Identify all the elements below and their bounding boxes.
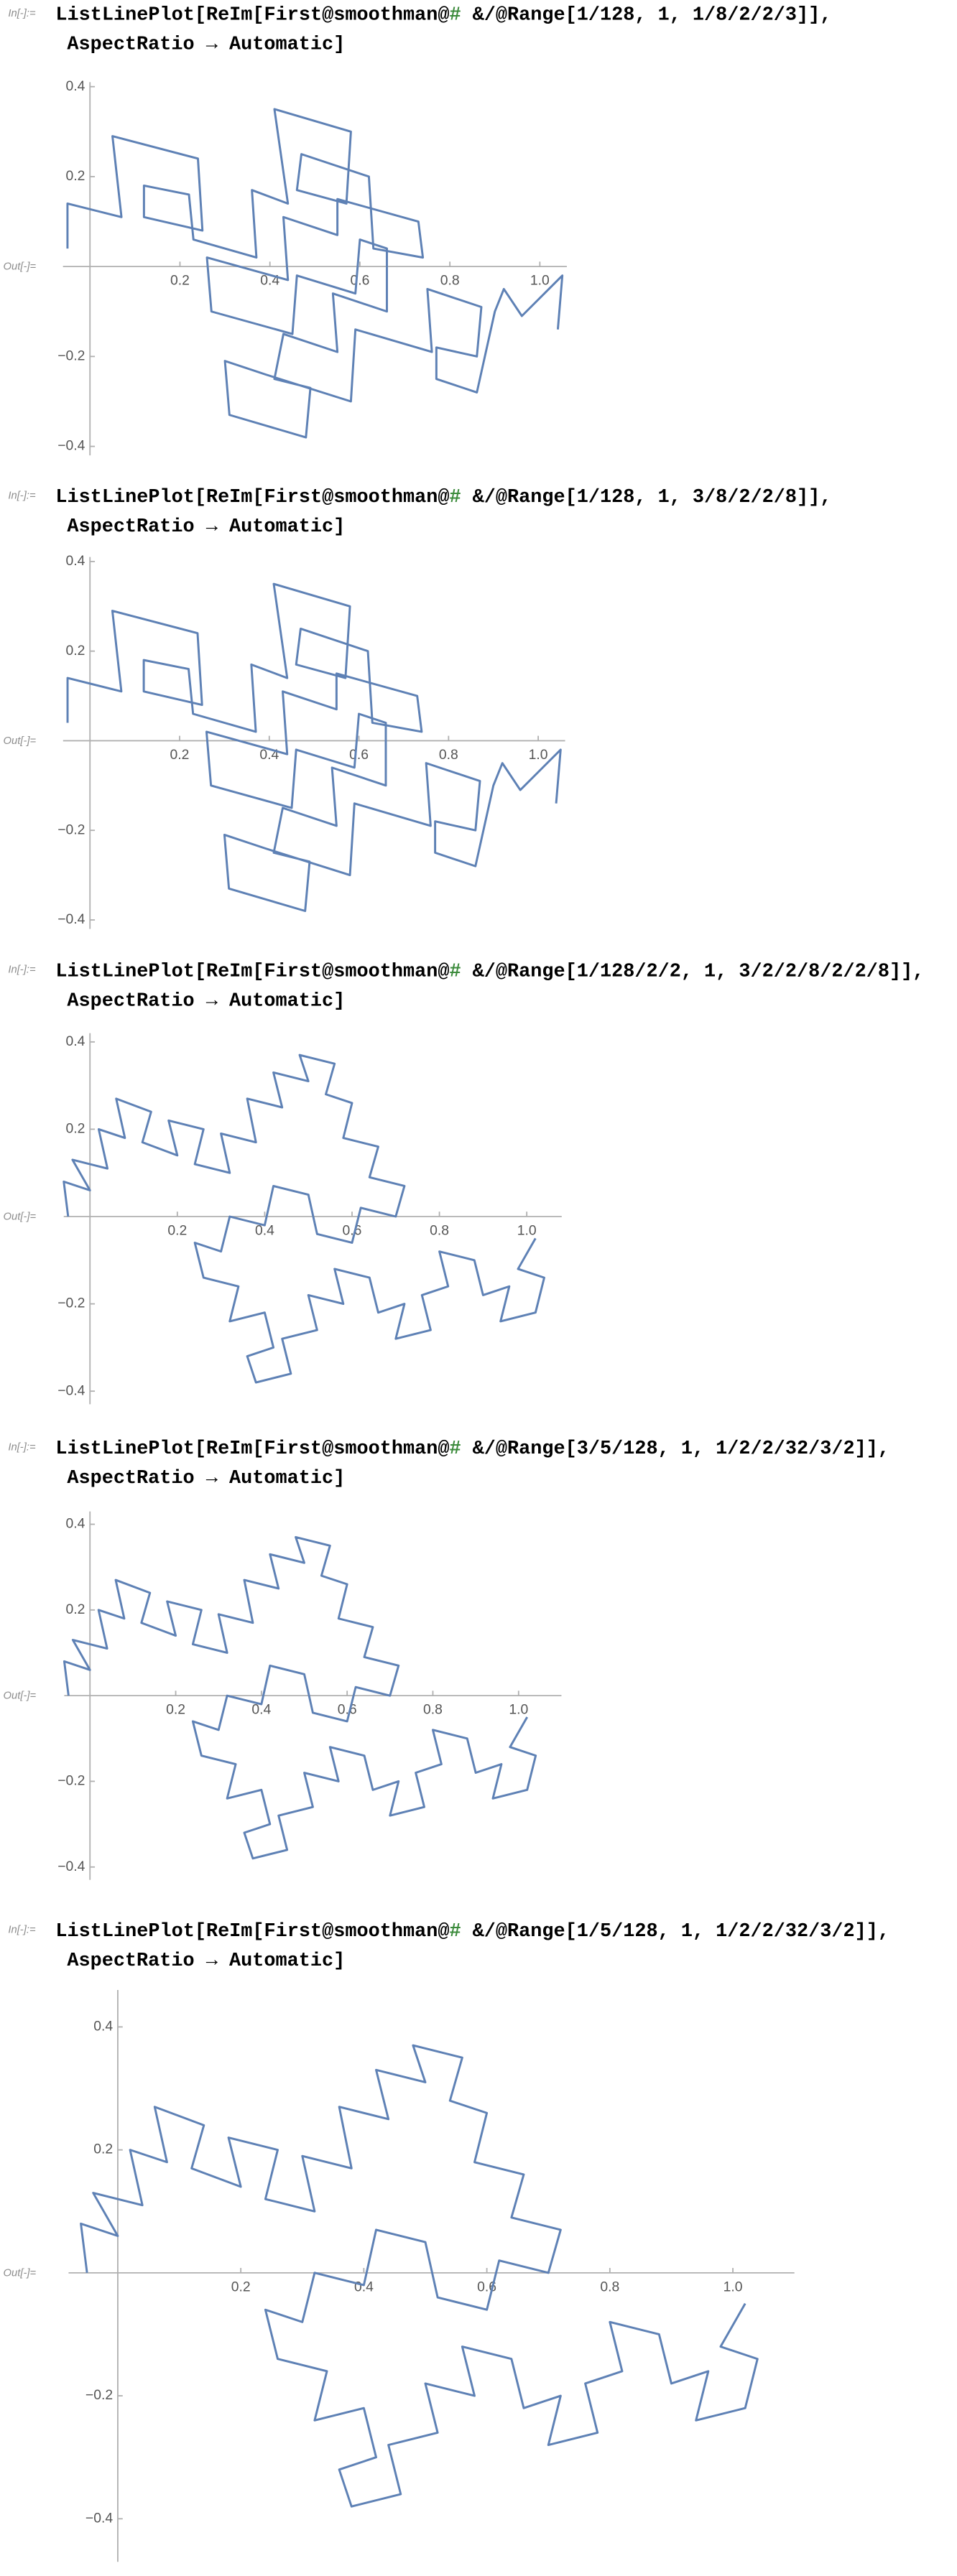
y-tick-label: −0.2 (57, 348, 85, 363)
y-tick-label: −0.4 (57, 911, 85, 927)
curve (80, 2044, 759, 2508)
y-tick-label: 0.4 (93, 2019, 113, 2035)
notebook-cell: In[-]:= ListLinePlot[ReIm[First@smoothman… (4, 487, 831, 929)
x-tick-label: 0.6 (338, 1702, 357, 1718)
out-label: Out[-]= (4, 735, 37, 747)
x-tick-label: 0.2 (166, 1702, 185, 1718)
code-token: ListLinePlot[ReIm[First@smoothman@ (55, 487, 449, 508)
code-token: ListLinePlot[ReIm[First@smoothman@ (55, 4, 449, 26)
notebook-cell: In[-]:= ListLinePlot[ReIm[First@smoothman… (4, 1921, 889, 2562)
code-line: AspectRatio → Automatic] (67, 1468, 345, 1489)
y-tick-label: 0.4 (66, 78, 85, 94)
x-tick-label: 0.6 (349, 747, 369, 763)
code-token: ListLinePlot[ReIm[First@smoothman@ (55, 1438, 449, 1460)
x-tick-label: 1.0 (517, 1223, 537, 1239)
code-token: &/@Range[1/128, 1, 1/8/2/2/3]], (461, 4, 832, 26)
x-tick-label: 0.4 (255, 1223, 274, 1239)
notebook-cell: In[-]:= ListLinePlot[ReIm[First@smoothman… (4, 4, 831, 456)
x-tick-label: 0.8 (439, 747, 458, 763)
y-tick-label: 0.4 (66, 553, 85, 569)
code-line: ListLinePlot[ReIm[First@smoothman@# &/@R… (55, 487, 831, 508)
code-token: &/@Range[1/5/128, 1, 1/2/2/32/3/2]], (461, 1921, 889, 1943)
code-token: # (449, 4, 461, 26)
notebook-cell: In[-]:= ListLinePlot[ReIm[First@smoothman… (4, 1438, 889, 1880)
out-label: Out[-]= (4, 1691, 37, 1702)
plot: 0.2 0.4 0.6 0.8 1.0−0.4−0.20.20.4 (68, 1990, 795, 2562)
out-label: Out[-]= (4, 1212, 37, 1223)
in-label: In[-]:= (8, 8, 36, 19)
x-tick-label: 1.0 (529, 747, 548, 763)
y-tick-label: 0.2 (66, 1121, 85, 1137)
curve (66, 582, 562, 912)
code-token: # (449, 487, 461, 508)
y-tick-label: 0.2 (93, 2142, 113, 2157)
x-tick-label: 1.0 (530, 273, 550, 289)
y-tick-label: −0.2 (57, 822, 85, 837)
y-tick-label: 0.2 (66, 168, 85, 184)
code-line: ListLinePlot[ReIm[First@smoothman@# &/@R… (55, 4, 831, 26)
code-line: ListLinePlot[ReIm[First@smoothman@# &/@R… (55, 1438, 889, 1460)
y-tick-label: −0.4 (57, 438, 85, 454)
x-tick-label: 1.0 (509, 1702, 528, 1718)
y-tick-label: 0.2 (66, 1601, 85, 1617)
code-line: AspectRatio → Automatic] (67, 516, 345, 538)
x-tick-label: 0.4 (251, 1702, 271, 1718)
out-label: Out[-]= (4, 2267, 37, 2279)
x-tick-label: 0.2 (231, 2279, 251, 2294)
plot: 0.2 0.4 0.6 0.8 1.0 −0.4 −0.2 0.2 0.4 (57, 1033, 562, 1405)
in-label: In[-]:= (8, 964, 36, 976)
curve (63, 1054, 545, 1384)
code-line: AspectRatio → Automatic] (67, 990, 345, 1012)
in-label: In[-]:= (8, 1442, 36, 1454)
y-tick-label: −0.2 (85, 2387, 113, 2403)
y-tick-label: 0.4 (66, 1033, 85, 1049)
in-label: In[-]:= (8, 1924, 36, 1935)
code-line: ListLinePlot[ReIm[First@smoothman@# &/@R… (55, 1921, 889, 1943)
y-tick-label: −0.4 (57, 1859, 85, 1874)
x-tick-label: 0.6 (343, 1223, 362, 1239)
x-tick-label: 0.8 (440, 273, 460, 289)
x-tick-label: 0.2 (167, 1223, 187, 1239)
x-tick-label: 0.2 (170, 747, 190, 763)
y-tick-label: −0.4 (57, 1382, 85, 1398)
code-line: ListLinePlot[ReIm[First@smoothman@# &/@R… (55, 961, 924, 982)
x-tick-label: 0.6 (350, 273, 369, 289)
curve (66, 108, 564, 439)
plot: 0.2 0.4 0.6 0.8 1.0 −0.4 −0.2 0.2 0.4 (57, 1511, 562, 1880)
y-tick-label: −0.2 (57, 1773, 85, 1789)
code-token: # (449, 1438, 461, 1460)
x-tick-label: 0.2 (170, 273, 190, 289)
notebook-cell: In[-]:= ListLinePlot[ReIm[First@smoothman… (4, 961, 924, 1405)
code-token: ListLinePlot[ReIm[First@smoothman@ (55, 961, 449, 982)
y-tick-label: 0.2 (66, 643, 85, 659)
y-tick-label: −0.2 (57, 1296, 85, 1311)
in-label: In[-]:= (8, 490, 36, 501)
code-token: &/@Range[1/128/2/2, 1, 3/2/2/8/2/2/8]], (461, 961, 925, 982)
code-token: # (449, 961, 461, 982)
x-tick-label: 0.8 (423, 1702, 443, 1718)
code-token: &/@Range[3/5/128, 1, 1/2/2/32/3/2]], (461, 1438, 889, 1460)
out-label: Out[-]= (4, 261, 37, 273)
code-token: &/@Range[1/128, 1, 3/8/2/2/8]], (461, 487, 832, 508)
curve (63, 1535, 537, 1860)
code-token: ListLinePlot[ReIm[First@smoothman@ (55, 1921, 449, 1943)
code-line: AspectRatio → Automatic] (67, 1950, 345, 1972)
x-tick-label: 0.8 (600, 2279, 619, 2294)
y-tick-label: 0.4 (66, 1516, 85, 1532)
plot: 0.2 0.4 0.6 0.8 1.0−0.4−0.20.20.4 (57, 78, 567, 456)
x-tick-label: 0.8 (430, 1223, 449, 1239)
plot: 0.2 0.4 0.6 0.8 1.0−0.4−0.20.20.4 (57, 553, 565, 929)
y-tick-label: −0.4 (85, 2510, 113, 2526)
code-token: # (449, 1921, 461, 1943)
x-tick-label: 1.0 (723, 2279, 743, 2294)
code-line: AspectRatio → Automatic] (67, 34, 345, 55)
